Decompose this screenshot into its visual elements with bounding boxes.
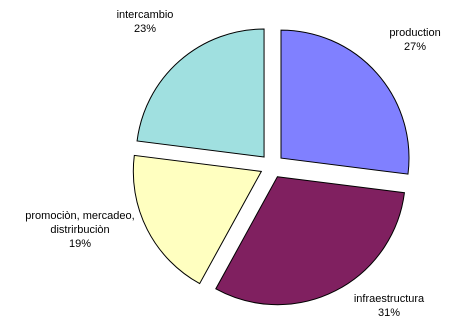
pie-slice-promoci-n-mercadeo-distrirbuci-n <box>132 154 263 285</box>
pie-slices <box>132 28 410 306</box>
slice-label: infraestructura 31% <box>354 293 425 319</box>
pie-slice-intercambio <box>136 28 265 158</box>
slice-label: promociòn, mercadeo, distrirbuciòn 19% <box>25 210 134 250</box>
slice-label: production 27% <box>389 27 440 53</box>
pie-slice-production <box>280 29 410 175</box>
pie-labels: production 27% infraestructura 31% promociòn… <box>25 9 440 319</box>
slice-label: intercambio 23% <box>117 9 174 35</box>
pie-slice-infraestructura <box>215 176 405 306</box>
